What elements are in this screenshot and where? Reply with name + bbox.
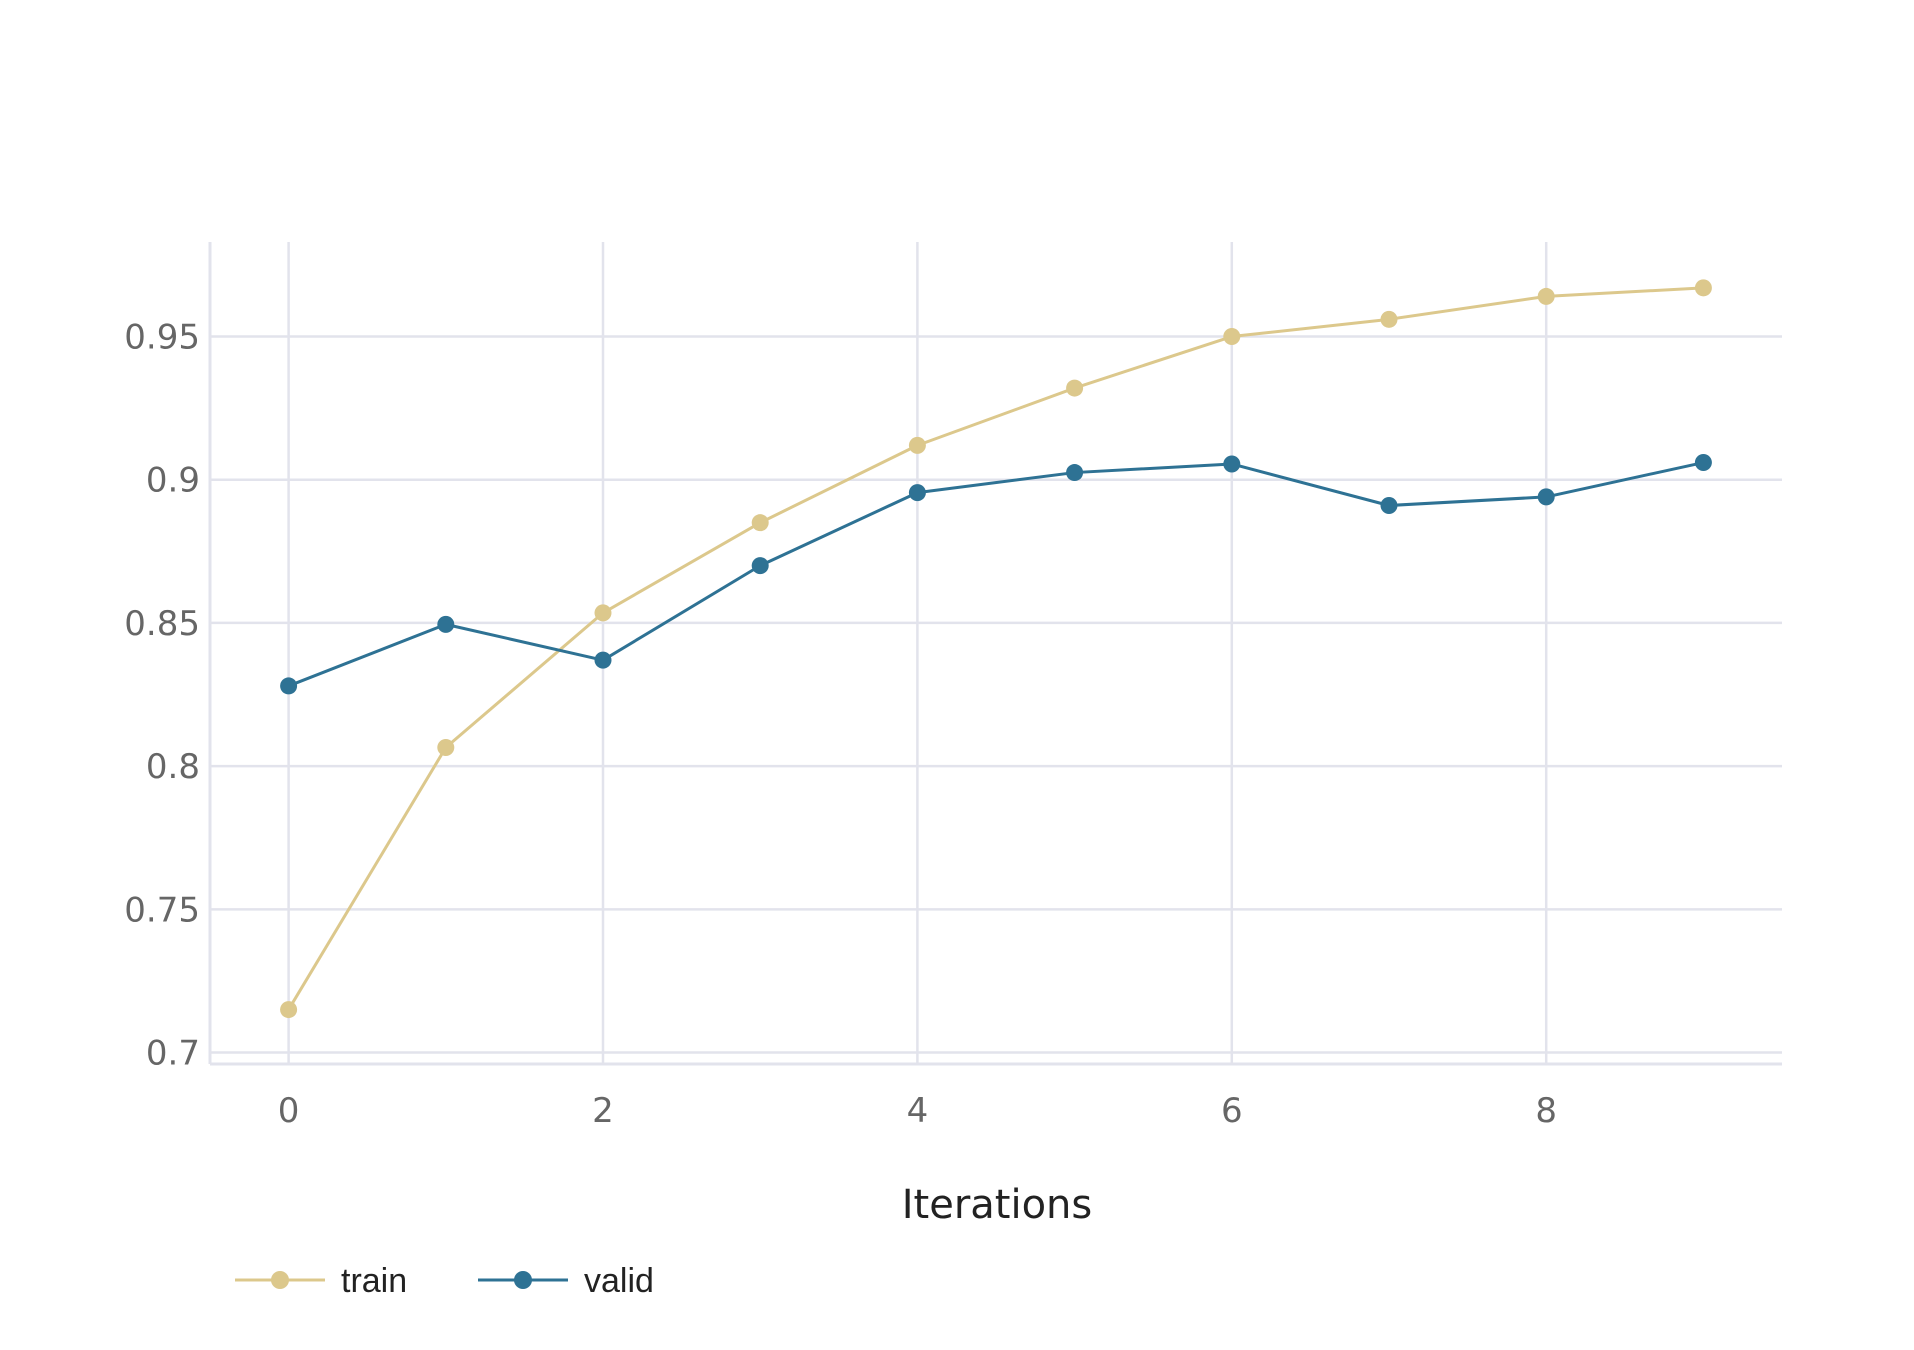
x-tick-label: 2	[592, 1091, 614, 1131]
series-line-train	[287, 286, 1704, 1011]
data-point-valid[interactable]	[1694, 454, 1712, 472]
data-point-valid[interactable]	[1537, 488, 1555, 506]
y-tick-label: 0.8	[146, 747, 200, 787]
data-point-train[interactable]	[594, 604, 612, 622]
x-tick-label: 8	[1535, 1091, 1557, 1131]
data-point-train[interactable]	[1066, 379, 1084, 397]
series-group	[280, 279, 1712, 1019]
tick-labels: 0 2 4 6 8 0.7 0.75 0.8 0.85 0.9 0.95	[124, 318, 1557, 1131]
data-point-train[interactable]	[280, 1001, 298, 1019]
data-point-train[interactable]	[437, 739, 455, 757]
legend-swatch-marker	[271, 1271, 289, 1289]
y-tick-label: 0.9	[146, 461, 200, 501]
data-point-valid[interactable]	[280, 677, 298, 695]
grid-lines	[210, 242, 1782, 1064]
y-tick-label: 0.7	[146, 1034, 200, 1074]
y-tick-label: 0.95	[124, 318, 200, 358]
legend-label: train	[341, 1262, 407, 1300]
x-tick-label: 6	[1221, 1091, 1243, 1131]
axes	[208, 242, 1782, 1066]
legend[interactable]: train valid	[235, 1262, 654, 1300]
data-point-valid[interactable]	[908, 484, 926, 502]
x-axis-title: Iterations	[902, 1182, 1093, 1228]
series-train	[280, 279, 1712, 1019]
data-point-train[interactable]	[1694, 279, 1712, 297]
y-tick-label: 0.75	[124, 890, 200, 930]
data-point-valid[interactable]	[594, 651, 612, 669]
data-point-valid[interactable]	[1066, 464, 1084, 482]
data-point-train[interactable]	[1380, 310, 1398, 328]
series-valid	[280, 454, 1712, 695]
y-tick-label: 0.85	[124, 604, 200, 644]
x-tick-label: 4	[907, 1091, 929, 1131]
data-point-train[interactable]	[1537, 287, 1555, 305]
data-point-train[interactable]	[751, 514, 769, 532]
data-point-train[interactable]	[1223, 328, 1241, 346]
data-point-train[interactable]	[908, 436, 926, 454]
legend-item-valid[interactable]: valid	[478, 1262, 654, 1300]
legend-swatch-marker	[514, 1271, 532, 1289]
x-tick-label: 0	[278, 1091, 300, 1131]
data-point-valid[interactable]	[1223, 455, 1241, 473]
legend-label: valid	[584, 1262, 654, 1300]
data-point-valid[interactable]	[751, 557, 769, 575]
data-point-valid[interactable]	[1380, 496, 1398, 514]
data-point-valid[interactable]	[437, 615, 455, 633]
series-line-valid	[288, 461, 1704, 688]
legend-item-train[interactable]: train	[235, 1262, 407, 1300]
